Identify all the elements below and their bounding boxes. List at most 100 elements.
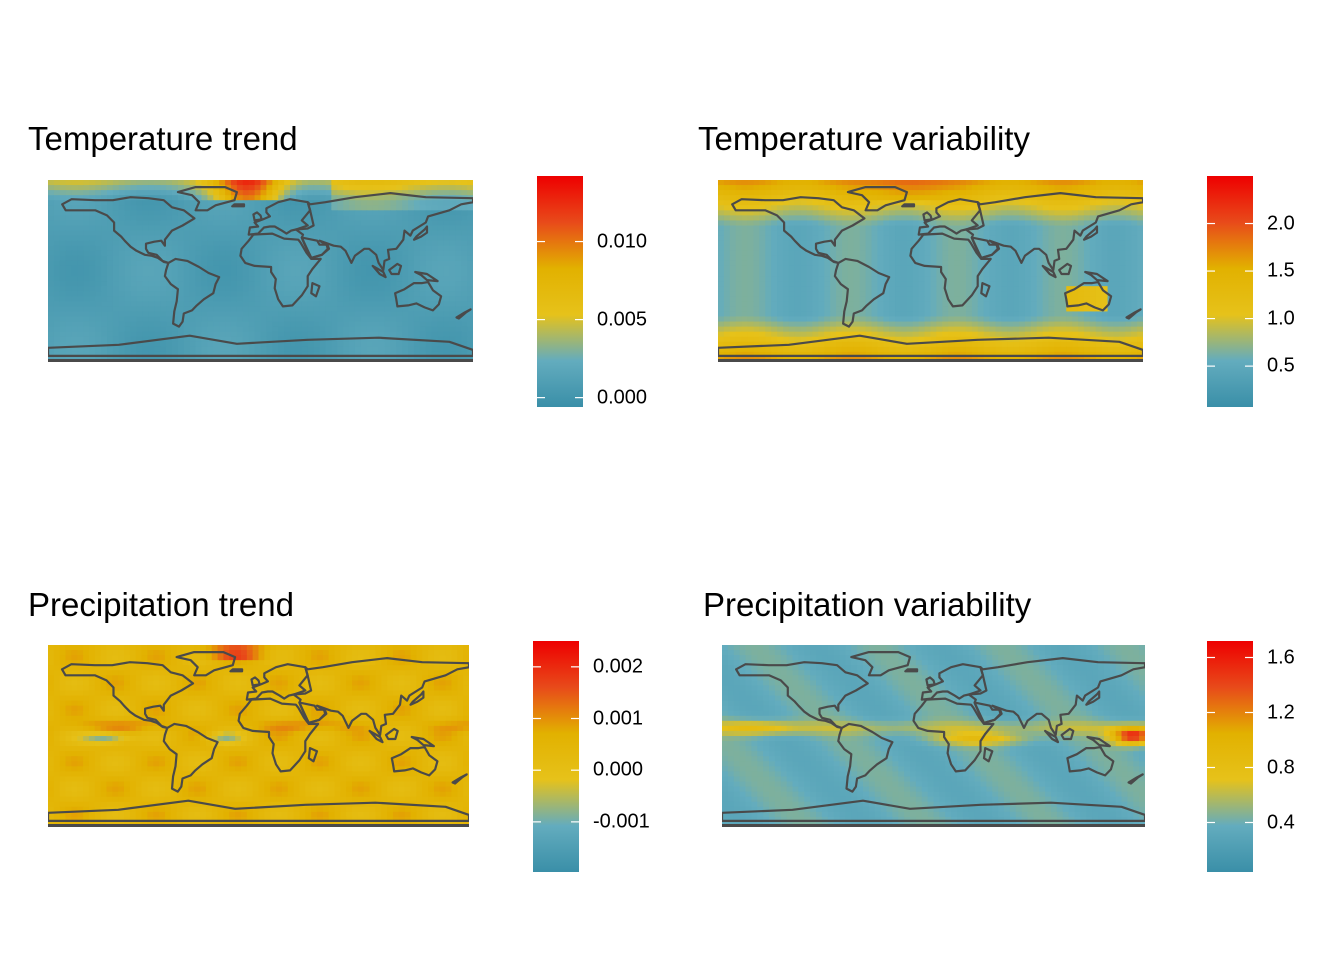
- landmass-outline: [455, 308, 472, 320]
- landmass-outline: [1060, 727, 1075, 741]
- colorbar-tick-label: -0.001: [593, 810, 650, 833]
- colorbar-tick-label: 0.8: [1267, 756, 1295, 778]
- landmass-outline: [846, 185, 908, 212]
- landmass-outline: [1066, 745, 1115, 777]
- landmass-outline: [912, 697, 995, 773]
- landmass-outline: [837, 722, 894, 793]
- colorbar-tick-label: 0.000: [593, 758, 644, 781]
- landmass-outline: [718, 334, 1143, 357]
- landmass-outline: [1064, 280, 1113, 312]
- landmass-outline: [310, 281, 321, 298]
- landmass-outline: [722, 799, 1145, 822]
- value-field: [722, 645, 1145, 827]
- landmass-outline: [371, 264, 387, 279]
- value-field: [48, 180, 473, 362]
- landmass-outline: [850, 650, 912, 677]
- landmass-outline: [967, 657, 1145, 737]
- landmass-outline: [252, 211, 263, 222]
- panel-title: Temperature trend: [28, 120, 298, 157]
- landmass-outline: [237, 697, 320, 773]
- landmass-outline: [176, 185, 238, 212]
- landmass-outline: [1125, 308, 1142, 320]
- landmass-outline: [922, 211, 933, 222]
- landmass-outline: [980, 281, 991, 298]
- landmass-outline: [833, 257, 891, 328]
- map-temperature-variability: [718, 180, 1143, 362]
- landmass-outline: [964, 192, 1143, 272]
- landmass-outline: [414, 270, 439, 283]
- map-precipitation-trend: [48, 645, 469, 827]
- landmass-outline: [1085, 690, 1101, 706]
- value-field: [48, 645, 469, 827]
- landmass-outline: [390, 745, 439, 777]
- colorbar-tick-label: 1.0: [1267, 307, 1295, 330]
- landmass-outline: [292, 657, 469, 737]
- map-temperature-trend: [48, 180, 473, 362]
- coastlines: [48, 650, 469, 822]
- map-precipitation-variability: [722, 645, 1145, 827]
- landmass-outline: [904, 668, 919, 673]
- coastlines: [48, 185, 473, 357]
- landmass-outline: [61, 196, 196, 265]
- panel-title: Temperature variability: [698, 120, 1030, 157]
- landmass-outline: [388, 262, 403, 276]
- landmass-outline: [162, 722, 219, 793]
- landmass-outline: [1086, 735, 1111, 748]
- landmass-outline: [970, 236, 999, 260]
- colorbar-tick-label: 1.5: [1267, 259, 1295, 282]
- landmass-outline: [409, 690, 425, 706]
- landmass-outline: [731, 196, 866, 265]
- landmass-outline: [412, 225, 429, 241]
- landmass-outline: [451, 773, 468, 785]
- colorbar-tick-label: 0.000: [597, 386, 648, 409]
- colorbar-tick-label: 1.6: [1267, 646, 1295, 668]
- colorbar-tick-label: 0.4: [1267, 811, 1295, 833]
- colorbar-tick-label: 1.2: [1267, 701, 1295, 723]
- landmass-outline: [48, 799, 469, 822]
- landmass-outline: [982, 746, 994, 763]
- panel-title: Precipitation variability: [703, 586, 1032, 623]
- landmass-outline: [1044, 729, 1060, 744]
- landmass-outline: [1084, 270, 1109, 283]
- landmass-outline: [1127, 773, 1144, 785]
- colorbar-tick-label: 0.005: [597, 308, 648, 331]
- landmass-outline: [1041, 264, 1057, 279]
- colorbar-tick-label: 0.5: [1267, 354, 1295, 377]
- colorbar-tick-label: 0.010: [597, 230, 648, 253]
- coastlines: [722, 650, 1145, 822]
- landmass-outline: [368, 729, 384, 744]
- landmass-outline: [973, 701, 1002, 725]
- landmass-outline: [901, 203, 916, 208]
- coastlines: [718, 185, 1143, 357]
- panel-title: Precipitation trend: [28, 586, 294, 623]
- colorbar: [1207, 641, 1253, 872]
- legend-precipitation-variability: 0.4 0.8 1.2 1.6: [1207, 641, 1317, 872]
- landmass-outline: [394, 280, 443, 312]
- landmass-outline: [163, 257, 221, 328]
- landmass-outline: [735, 661, 869, 730]
- colorbar: [537, 176, 583, 407]
- landmass-outline: [1058, 262, 1073, 276]
- landmass-outline: [231, 203, 246, 208]
- landmass-outline: [239, 232, 322, 308]
- legend-temperature-variability: 0.5 1.0 1.5 2.0: [1207, 176, 1327, 407]
- landmass-outline: [175, 650, 237, 677]
- legend-precipitation-trend: -0.001 0.000 0.001 0.002: [533, 641, 663, 872]
- landmass-outline: [300, 236, 329, 260]
- landmass-outline: [925, 676, 936, 687]
- landmass-outline: [229, 668, 244, 673]
- landmass-outline: [410, 735, 435, 748]
- landmass-outline: [307, 746, 319, 763]
- landmass-outline: [294, 192, 473, 272]
- landmass-outline: [60, 661, 195, 730]
- landmass-outline: [909, 232, 992, 308]
- legend-temperature-trend: 0.000 0.005 0.010: [537, 176, 657, 409]
- landmass-outline: [250, 676, 261, 687]
- colorbar-tick-label: 2.0: [1267, 212, 1295, 235]
- colorbar-tick-label: 0.001: [593, 707, 644, 730]
- landmass-outline: [384, 727, 399, 741]
- colorbar: [533, 641, 579, 872]
- landmass-outline: [1082, 225, 1099, 241]
- landmass-outline: [298, 701, 327, 725]
- landmass-outline: [48, 334, 473, 357]
